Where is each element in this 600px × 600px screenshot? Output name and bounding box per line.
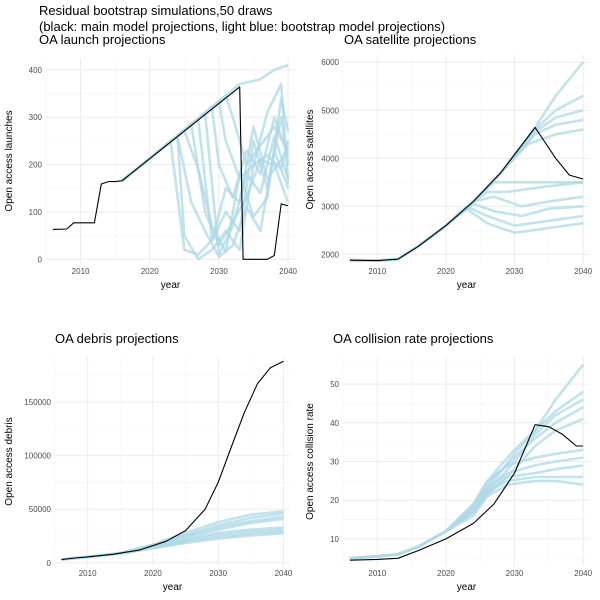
panel-title: OA debris projections	[55, 331, 179, 346]
y-tick-label: 150000	[24, 398, 51, 407]
x-tick-label: 2030	[506, 569, 524, 578]
x-axis-title: year	[161, 280, 181, 291]
bootstrap-projection-line	[349, 456, 584, 560]
x-tick-label: 2040	[574, 569, 592, 578]
main-projection-line	[52, 86, 289, 260]
figure-title-line2: (black: main model projections, light bl…	[39, 19, 446, 34]
panel-title: OA satellite projections	[344, 32, 477, 47]
panel-title: OA collision rate projections	[333, 331, 494, 346]
bootstrap-projection-line	[349, 61, 585, 262]
bootstrap-projection-line	[349, 406, 584, 560]
bootstrap-projection-line	[349, 207, 584, 262]
y-tick-label: 200	[29, 161, 43, 170]
bootstrap-projection-line	[349, 202, 584, 262]
bootstrap-projection-line	[349, 205, 584, 262]
figure-title-line1: Residual bootstrap simulations,50 draws	[39, 3, 273, 18]
x-tick-label: 2040	[275, 569, 293, 578]
x-tick-label: 2030	[210, 267, 228, 276]
bootstrap-projection-line	[349, 94, 584, 262]
main-projection-line	[349, 424, 584, 561]
y-tick-label: 0	[47, 559, 52, 568]
y-tick-label: 10	[330, 535, 339, 544]
bootstrap-projection-line	[349, 128, 584, 262]
bootstrap-projection-line	[349, 417, 584, 560]
main-projection-line	[61, 360, 284, 561]
y-tick-label: 4000	[321, 154, 339, 163]
panel-1: 2010 2020 2030 2040 0 100 200 300 400 OA launch p…	[4, 32, 298, 291]
y-axis-title: Open access satellites	[305, 109, 316, 209]
x-axis-title: year	[457, 582, 477, 593]
x-tick-label: 2030	[209, 569, 227, 578]
x-tick-label: 2040	[574, 267, 592, 276]
x-axis-title: year	[163, 582, 183, 593]
y-axis-title: Open access collision rate	[305, 403, 316, 520]
x-tick-label: 2020	[437, 267, 455, 276]
y-tick-label: 40	[330, 419, 339, 428]
x-tick-label: 2010	[72, 267, 90, 276]
y-axis-title: Open access debris	[4, 417, 15, 505]
y-tick-label: 300	[29, 113, 43, 122]
y-tick-label: 5000	[321, 106, 339, 115]
y-tick-label: 30	[330, 458, 339, 467]
y-tick-label: 3000	[321, 202, 339, 211]
x-tick-label: 2040	[279, 267, 297, 276]
x-tick-label: 2020	[144, 569, 162, 578]
x-tick-label: 2020	[437, 569, 455, 578]
x-tick-label: 2010	[368, 569, 386, 578]
y-axis-title: Open access launches	[4, 110, 15, 211]
y-tick-label: 100	[29, 208, 43, 217]
x-tick-label: 2010	[368, 267, 386, 276]
panel-title: OA launch projections	[39, 32, 166, 47]
figure-title-block: Residual bootstrap simulations,50 draws …	[39, 3, 445, 35]
y-tick-label: 100000	[24, 452, 51, 461]
bootstrap-projection-line	[349, 398, 584, 560]
x-tick-label: 2030	[506, 267, 524, 276]
bootstrap-projection-line	[349, 475, 584, 560]
main-projection-line	[349, 126, 584, 262]
y-tick-label: 2000	[321, 250, 339, 259]
y-tick-label: 50000	[29, 505, 52, 514]
bootstrap-projection-line	[349, 118, 584, 262]
panel-2: 2010 2020 2030 2040 2000 3000 4000 5000 6000 OA s…	[305, 32, 593, 291]
panel-3: 2010 2020 2030 2040 0 50000 100000 150000 OA deb…	[4, 331, 293, 593]
y-tick-label: 6000	[321, 58, 339, 67]
y-tick-label: 400	[29, 66, 43, 75]
x-tick-label: 2020	[141, 267, 159, 276]
bootstrap-projection-line	[349, 448, 584, 560]
y-tick-label: 20	[330, 496, 339, 505]
x-tick-label: 2010	[79, 569, 97, 578]
bootstrap-projection-line	[349, 390, 584, 560]
x-axis-title: year	[457, 280, 477, 291]
bootstrap-projection-line	[349, 479, 584, 560]
y-tick-label: 0	[38, 255, 43, 264]
y-tick-label: 50	[330, 380, 339, 389]
